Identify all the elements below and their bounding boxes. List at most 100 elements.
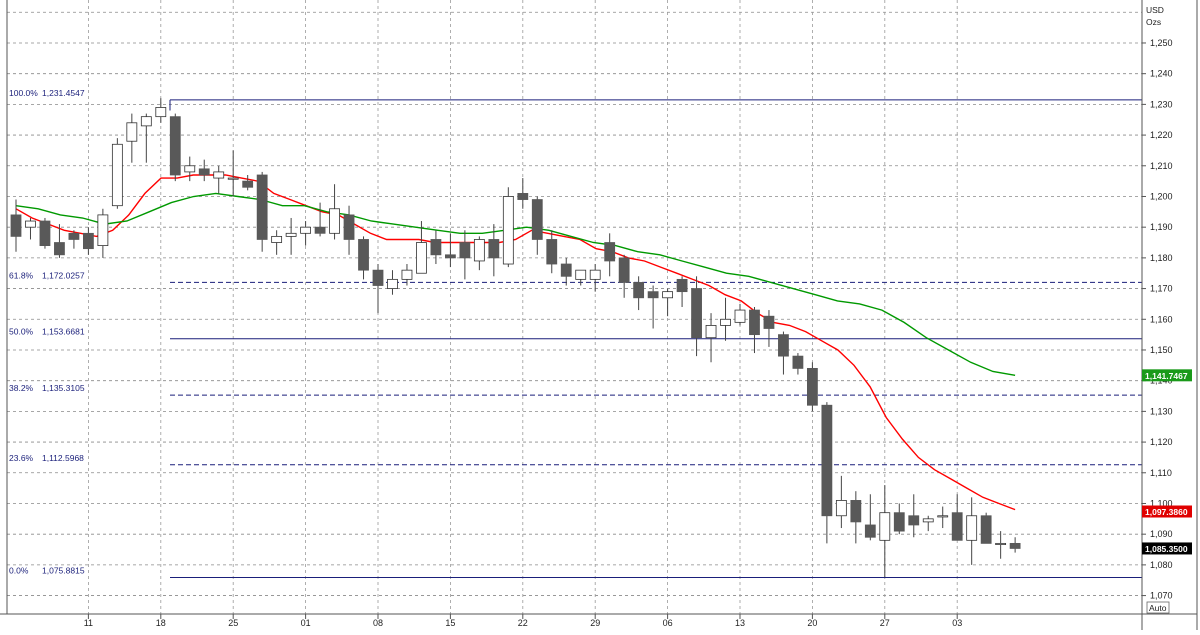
auto-button-frame[interactable]: [1146, 601, 1170, 614]
candle-body-up: [285, 232, 297, 237]
candle: [502, 187, 514, 268]
candle-body-up: [575, 269, 587, 280]
candle: [662, 288, 673, 317]
y-tick-label: 1,160: [1150, 314, 1173, 324]
candlesticks: [10, 98, 1021, 578]
auto-scale-button[interactable]: Auto: [1146, 601, 1170, 614]
candle: [473, 236, 485, 271]
candle-body-up: [155, 107, 167, 118]
candle-body-down: [531, 199, 543, 240]
candle: [879, 485, 891, 578]
y-tick-label: 1,220: [1150, 130, 1173, 140]
candle-body-up: [97, 214, 109, 246]
candle: [387, 270, 398, 295]
red-line-badge-bg: [1142, 505, 1192, 518]
candle: [184, 156, 196, 182]
candle: [604, 233, 616, 277]
moving-averages: [15, 174, 1016, 511]
x-tick-label: 18: [156, 618, 166, 628]
candle-body-down: [778, 334, 789, 357]
candle: [97, 208, 109, 258]
candle: [126, 113, 138, 163]
candle-body-up: [835, 500, 847, 517]
candle: [589, 264, 601, 292]
candle: [444, 233, 456, 268]
candle: [734, 303, 746, 326]
candle-body-down: [821, 404, 833, 517]
y-tick-label: 1,100: [1150, 498, 1173, 508]
candle-body-up: [184, 165, 196, 173]
fib-value-label: 1,153.6681: [42, 327, 85, 337]
candle: [401, 264, 413, 286]
candle: [560, 257, 572, 286]
candle-body-up: [995, 542, 1007, 545]
y-tick-label: 1,130: [1150, 406, 1173, 416]
candle: [111, 138, 123, 209]
candle-body-down: [430, 239, 442, 256]
fib-value-label: 1,112.5968: [42, 453, 84, 463]
y-tick-label: 1,110: [1150, 468, 1172, 478]
candle: [633, 276, 645, 311]
candle-body-down: [372, 269, 384, 286]
y-tick-label: 1,150: [1150, 345, 1173, 355]
candle-body-up: [966, 515, 978, 541]
candle: [676, 276, 688, 307]
price-badges: 1,141.7467 1,097.3860 1,085.3500: [1142, 369, 1192, 555]
candle-body-up: [300, 226, 312, 234]
candle: [242, 174, 254, 191]
fib-percent-label: 23.6%: [9, 453, 34, 463]
candle: [778, 331, 789, 375]
candle-body-down: [169, 116, 181, 176]
auto-button-label[interactable]: Auto: [1149, 603, 1167, 613]
candle: [140, 113, 152, 163]
candle: [271, 230, 283, 255]
x-tick-label: 22: [518, 618, 528, 628]
candle-body-down: [763, 315, 775, 329]
candle-body-down: [749, 309, 760, 336]
candle: [720, 297, 731, 341]
x-tick-label: 27: [880, 618, 890, 628]
candle-body-down: [242, 180, 254, 188]
x-tick-label: 03: [952, 618, 962, 628]
candle-body-down: [546, 239, 558, 265]
candle: [83, 227, 94, 255]
y-tick-label: 1,230: [1150, 99, 1173, 109]
x-tick-label: 06: [663, 618, 673, 628]
candle-body-down: [256, 174, 268, 240]
candle-body-down: [893, 512, 905, 532]
candle-body-up: [662, 291, 673, 299]
candle: [10, 199, 22, 252]
fib-percent-label: 38.2%: [9, 383, 34, 393]
candle-body-down: [633, 282, 645, 299]
fib-value-label: 1,135.3105: [42, 383, 85, 393]
candle: [227, 150, 239, 197]
red-line-badge: 1,097.3860: [1142, 505, 1192, 518]
candle: [213, 165, 225, 194]
candle-body-up: [720, 318, 731, 326]
candle-body-down: [444, 254, 456, 259]
candle: [198, 159, 210, 182]
fib-percent-label: 50.0%: [9, 327, 34, 337]
candle-body-up: [25, 220, 36, 228]
candle-body-down: [517, 193, 529, 200]
y-tick-label: 1,170: [1150, 284, 1173, 294]
unit-label-quantity: Ozs: [1146, 17, 1161, 27]
green-line-badge-text: 1,141.7467: [1145, 371, 1188, 381]
candle-body-down: [980, 515, 992, 544]
candle-body-down: [198, 168, 210, 176]
red-moving-average-line: [15, 174, 1016, 511]
candle-body-up: [922, 518, 934, 523]
y-tick-label: 1,070: [1150, 591, 1173, 601]
candle: [575, 269, 587, 286]
y-tick-label: 1,210: [1150, 161, 1173, 171]
candle: [25, 217, 36, 240]
candle-body-down: [560, 263, 572, 277]
candle: [372, 264, 384, 314]
candle: [705, 313, 717, 363]
candle: [416, 221, 427, 274]
candle-body-up: [140, 116, 152, 127]
y-tick-label: 1,200: [1150, 191, 1173, 201]
y-tick-label: 1,250: [1150, 38, 1173, 48]
